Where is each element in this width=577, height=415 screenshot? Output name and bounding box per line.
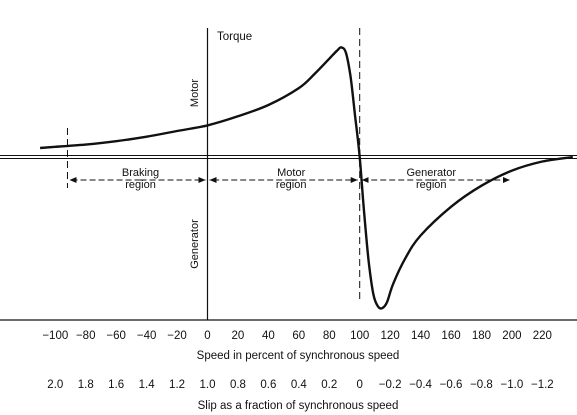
x-tick-label-4: −20 xyxy=(167,330,187,342)
region-label-2-line1: Generator xyxy=(406,167,456,179)
x-tick-label-10: 100 xyxy=(350,330,369,342)
slip-tick-label-5: 1.0 xyxy=(200,379,216,391)
region-label-0-line1: Braking xyxy=(122,167,159,179)
slip-tick-label-11: −0.2 xyxy=(379,379,402,391)
torque-curve-0 xyxy=(40,46,573,310)
slip-tick-label-10: 0 xyxy=(356,379,362,391)
chart-lines xyxy=(0,28,577,321)
x-tick-label-5: 0 xyxy=(204,330,210,342)
slip-tick-label-2: 1.6 xyxy=(108,379,124,391)
generator-quadrant-label: Generator xyxy=(189,219,201,269)
slip-tick-label-7: 0.6 xyxy=(260,379,276,391)
slip-tick-label-9: 0.2 xyxy=(321,379,337,391)
slip-tick-label-4: 1.2 xyxy=(169,379,185,391)
x-tick-label-3: −40 xyxy=(137,330,157,342)
region-label-1-line2: region xyxy=(276,179,307,191)
tick-labels: −100 −80 −60 −40 −20 0 20 40 60 80 100 120 140 160 180… xyxy=(42,330,553,391)
slip-tick-label-14: −0.8 xyxy=(470,379,493,391)
slip-tick-label-1: 1.8 xyxy=(78,379,94,391)
slip-tick-label-6: 0.8 xyxy=(230,379,246,391)
x-tick-label-1: −80 xyxy=(76,330,96,342)
x-tick-label-0: −100 xyxy=(42,330,68,342)
x-tick-label-16: 220 xyxy=(533,330,552,342)
x-tick-label-15: 200 xyxy=(502,330,521,342)
x-tick-label-7: 40 xyxy=(262,330,275,342)
chart-curve xyxy=(40,46,573,310)
slip-tick-label-15: −1.0 xyxy=(501,379,524,391)
slip-tick-label-8: 0.4 xyxy=(291,379,308,391)
x-tick-label-13: 160 xyxy=(441,330,460,342)
x-tick-label-2: −60 xyxy=(106,330,126,342)
slip-tick-label-0: 2.0 xyxy=(47,379,63,391)
y-axis-label: Torque xyxy=(217,31,252,43)
slip-tick-label-16: −1.2 xyxy=(531,379,554,391)
x-tick-label-11: 120 xyxy=(381,330,400,342)
slip-tick-label-13: −0.6 xyxy=(440,379,463,391)
slip-tick-label-3: 1.4 xyxy=(139,379,156,391)
region-label-0-line2: region xyxy=(125,179,156,191)
x-tick-label-8: 60 xyxy=(292,330,305,342)
slip-tick-label-12: −0.4 xyxy=(409,379,432,391)
x-tick-label-14: 180 xyxy=(472,330,491,342)
secondary-x-axis-label: Slip as a fraction of synchronous speed xyxy=(198,400,399,412)
x-tick-label-12: 140 xyxy=(411,330,430,342)
x-tick-label-9: 80 xyxy=(323,330,336,342)
motor-quadrant-label: Motor xyxy=(189,79,201,107)
region-label-2-line2: region xyxy=(416,179,447,191)
region-label-1-line1: Motor xyxy=(277,167,305,179)
x-tick-label-6: 20 xyxy=(232,330,245,342)
x-axis-label: Speed in percent of synchronous speed xyxy=(197,350,400,362)
